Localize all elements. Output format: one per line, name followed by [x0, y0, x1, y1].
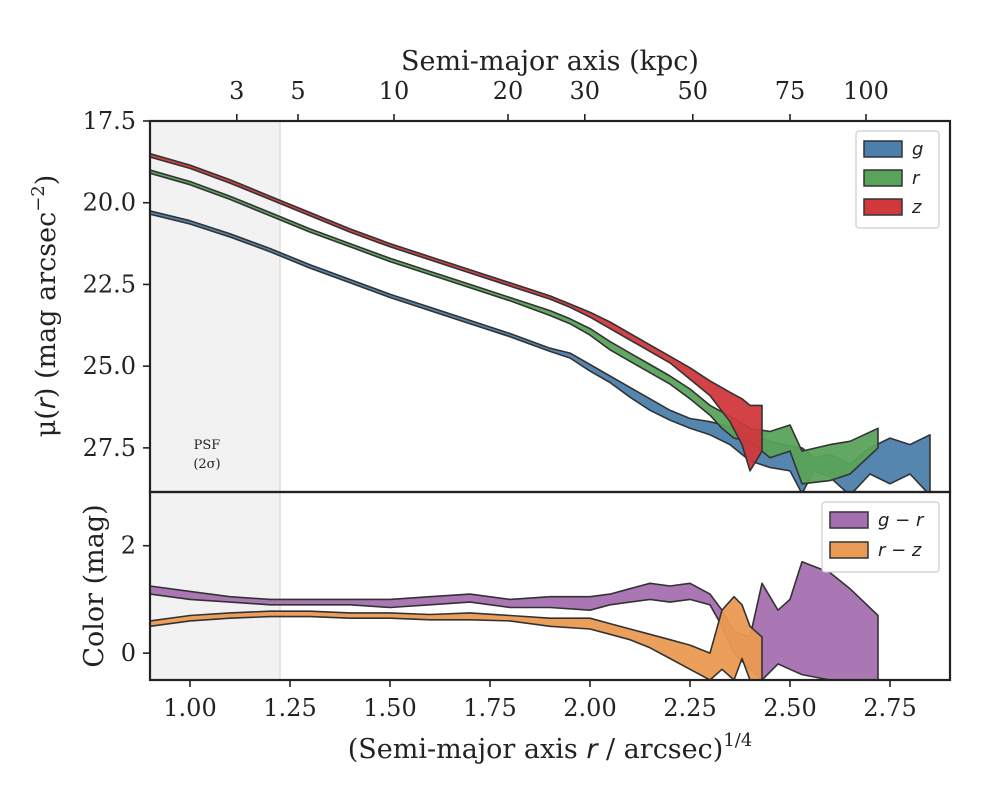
top-tick-label-kpc: 3: [229, 77, 244, 105]
series-band-r: [150, 169, 879, 485]
ylabel-part-5: ): [31, 175, 62, 186]
x-tick-label-bottom: 1.50: [363, 694, 416, 722]
top-y-axis-label: μ(r) (mag arcsec−2): [28, 175, 62, 438]
x-tick-label-bottom: 2.50: [763, 694, 816, 722]
x-tick-label-bottom: 1.75: [463, 694, 516, 722]
ylabel-part-2: r: [31, 396, 62, 409]
legend-swatch-r: [863, 169, 903, 187]
axes: 17.5 20.0 22.5 25.0 27.5 3 5 10 20 30 50 75 100 0 2 1.0…: [83, 77, 952, 722]
y-tick-label-top: 27.5: [83, 434, 136, 462]
top-tick-label-kpc: 100: [843, 77, 889, 105]
bottom-panel-frame: [148, 490, 952, 682]
bottom-x-axis-label: (Semi-major axis r / arcsec)1/4: [348, 730, 753, 765]
legend-label-z: z: [911, 197, 922, 218]
y-tick-label-top: 20.0: [83, 189, 136, 217]
legend-swatch-r-minus-z: [829, 541, 869, 559]
legend-label-g-minus-r: g − r: [878, 510, 925, 531]
legend-label-g: g: [912, 139, 923, 160]
ylabel-part-1: μ(: [31, 409, 62, 437]
ylabel-part-3: ) (mag arcsec: [31, 212, 62, 398]
surface-brightness-series: [150, 152, 931, 492]
top-tick-label-kpc: 20: [493, 77, 524, 105]
psf-label-line2: (2σ): [193, 457, 220, 472]
legend-label-r: r: [912, 168, 921, 189]
xlabel-part-4: 1/4: [723, 730, 752, 751]
legend-swatch-g: [863, 140, 903, 158]
ylabel-part-4: −2: [28, 185, 49, 212]
y-tick-label-bottom: 0: [121, 639, 136, 667]
xlabel-part-3: / arcsec): [597, 734, 723, 765]
top-tick-label-kpc: 5: [290, 77, 305, 105]
top-tick-label-kpc: 75: [775, 77, 806, 105]
x-tick-label-bottom: 2.75: [863, 694, 916, 722]
xlabel-part-2: r: [586, 734, 599, 765]
y-tick-label-top: 17.5: [83, 107, 136, 135]
xlabel-part-1: (Semi-major axis: [348, 734, 587, 765]
psf-label-line1: PSF: [194, 438, 221, 453]
legend-label-r-minus-z: r − z: [878, 540, 922, 561]
legend-swatch-g-minus-r: [829, 511, 869, 529]
top-tick-label-kpc: 30: [570, 77, 601, 105]
series-band-z: [150, 152, 763, 472]
y-tick-label-bottom: 2: [121, 532, 136, 560]
x-tick-label-bottom: 1.25: [263, 694, 316, 722]
y-tick-label-top: 22.5: [83, 270, 136, 298]
psf-region-bottom: [150, 492, 280, 680]
bottom-y-axis-label: Color (mag): [79, 504, 110, 667]
psf-region-top: [150, 121, 280, 492]
legends: grz g − r r − z: [821, 130, 940, 573]
x-tick-label-bottom: 2.25: [663, 694, 716, 722]
y-tick-label-top: 25.0: [83, 352, 136, 380]
series-band-r-minus-z: [150, 595, 763, 680]
top-tick-label-kpc: 50: [678, 77, 709, 105]
top-tick-label-kpc: 10: [379, 77, 410, 105]
series-band-g-minus-r: [150, 561, 879, 680]
legend-swatch-z: [863, 198, 903, 216]
top-x-axis-label: Semi-major axis (kpc): [401, 46, 699, 77]
x-tick-label-bottom: 2.00: [563, 694, 616, 722]
color-series: [150, 561, 879, 680]
x-tick-label-bottom: 1.00: [163, 694, 216, 722]
